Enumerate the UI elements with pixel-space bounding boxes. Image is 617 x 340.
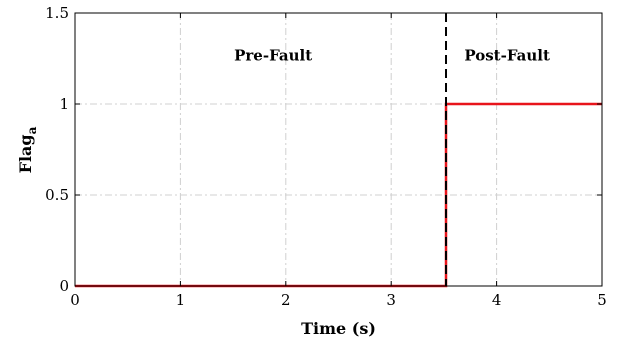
x-tick-label: 5	[597, 291, 607, 309]
x-tick-label: 1	[176, 291, 186, 309]
y-tick-label: 1.5	[45, 4, 69, 22]
y-tick-label: 0	[59, 277, 69, 295]
plot-frame	[74, 12, 603, 287]
annotation-layer: Pre-Fault Post-Fault	[234, 46, 550, 64]
y-axis-title-main: Flag	[16, 134, 35, 173]
x-tick-label: 2	[281, 291, 291, 309]
label-layer: 0 1 2 3 4 5 0 0.5 1 1.5	[45, 4, 607, 309]
tick-layer	[74, 12, 603, 287]
x-axis-title: Time (s)	[301, 319, 376, 338]
y-axis-title-subscript: a	[25, 126, 39, 134]
y-axis-title: Flaga	[16, 126, 39, 173]
region-annotation: Post-Fault	[464, 46, 550, 64]
y-tick-label: 0.5	[45, 186, 69, 204]
x-tick-label: 3	[386, 291, 396, 309]
x-tick-label: 4	[492, 291, 502, 309]
x-tick-label: 0	[70, 291, 80, 309]
y-tick-label: 1	[59, 95, 69, 113]
region-annotation: Pre-Fault	[234, 46, 312, 64]
